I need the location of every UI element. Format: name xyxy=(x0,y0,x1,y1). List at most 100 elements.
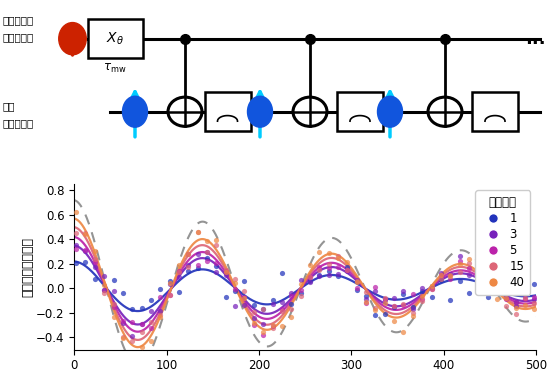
Point xyxy=(249,315,258,321)
Point xyxy=(137,321,146,327)
Point xyxy=(81,248,90,254)
Point xyxy=(202,249,211,255)
Point xyxy=(324,261,333,267)
Point xyxy=(455,277,464,284)
Point xyxy=(512,299,520,305)
Point xyxy=(399,329,408,335)
Point xyxy=(137,329,146,335)
Point xyxy=(287,306,295,312)
Point xyxy=(249,309,258,315)
Point xyxy=(100,287,108,293)
Point xyxy=(277,306,286,312)
Point xyxy=(362,293,371,299)
Point xyxy=(353,285,361,291)
Point xyxy=(184,264,192,270)
Point xyxy=(268,322,277,328)
Point xyxy=(277,270,286,276)
Point xyxy=(128,306,136,312)
Point xyxy=(306,274,315,280)
Point xyxy=(156,312,164,318)
Point xyxy=(268,297,277,303)
Point xyxy=(390,303,399,309)
Point xyxy=(530,294,539,300)
Point xyxy=(465,256,474,262)
Point xyxy=(193,265,202,271)
Point xyxy=(437,276,446,282)
Point xyxy=(446,272,455,278)
Point xyxy=(334,273,343,279)
Point xyxy=(72,230,80,236)
Point xyxy=(221,294,230,300)
Point xyxy=(315,273,324,279)
Point xyxy=(306,262,315,268)
Point xyxy=(109,301,118,307)
Point xyxy=(212,260,221,266)
Point xyxy=(353,278,361,284)
Point xyxy=(315,267,324,273)
Point xyxy=(287,301,295,307)
Point xyxy=(390,318,399,324)
Point xyxy=(296,277,305,283)
Point xyxy=(353,279,361,285)
Point xyxy=(90,264,99,270)
Point xyxy=(174,262,183,268)
Point xyxy=(455,253,464,259)
Point xyxy=(174,273,183,279)
Point xyxy=(118,318,127,324)
Point xyxy=(268,301,277,307)
Point xyxy=(521,302,530,308)
Point xyxy=(465,260,474,266)
Point xyxy=(100,287,108,293)
Point xyxy=(399,301,408,307)
Point xyxy=(512,311,520,317)
Point xyxy=(221,267,230,273)
Point xyxy=(221,272,230,278)
Point xyxy=(258,306,267,312)
Point xyxy=(72,261,80,267)
Point xyxy=(455,269,464,275)
Point xyxy=(334,264,343,270)
Point xyxy=(258,321,267,327)
Point xyxy=(371,308,380,314)
Point xyxy=(465,265,474,271)
Point xyxy=(418,294,427,300)
Point xyxy=(437,272,446,278)
Point xyxy=(249,322,258,328)
Point xyxy=(230,303,239,309)
Point xyxy=(109,277,118,283)
Point xyxy=(381,296,389,302)
Point xyxy=(353,287,361,293)
Point xyxy=(118,334,127,340)
Point xyxy=(315,249,324,255)
Point xyxy=(287,293,295,299)
Point xyxy=(455,261,464,267)
Point xyxy=(221,268,230,274)
Point xyxy=(390,295,399,301)
Point xyxy=(362,289,371,295)
Point xyxy=(371,288,380,294)
Point xyxy=(343,268,352,274)
Point xyxy=(530,281,539,287)
Point xyxy=(371,284,380,290)
Text: ...: ... xyxy=(525,30,545,48)
Point xyxy=(437,277,446,284)
Point xyxy=(156,314,164,320)
Point xyxy=(502,294,511,300)
Point xyxy=(184,251,192,257)
Point xyxy=(521,291,530,297)
Point xyxy=(90,276,99,282)
Point xyxy=(427,285,436,291)
Point xyxy=(502,296,511,302)
Point xyxy=(399,288,408,294)
Point xyxy=(118,290,127,296)
Point xyxy=(502,303,511,309)
Point xyxy=(230,276,239,282)
Text: 量子ビット: 量子ビット xyxy=(3,118,34,128)
Point xyxy=(240,295,249,301)
Point xyxy=(146,324,155,331)
Point xyxy=(146,297,155,303)
Point xyxy=(381,295,389,301)
Point xyxy=(371,305,380,311)
Point xyxy=(287,314,295,320)
Point xyxy=(306,274,315,280)
